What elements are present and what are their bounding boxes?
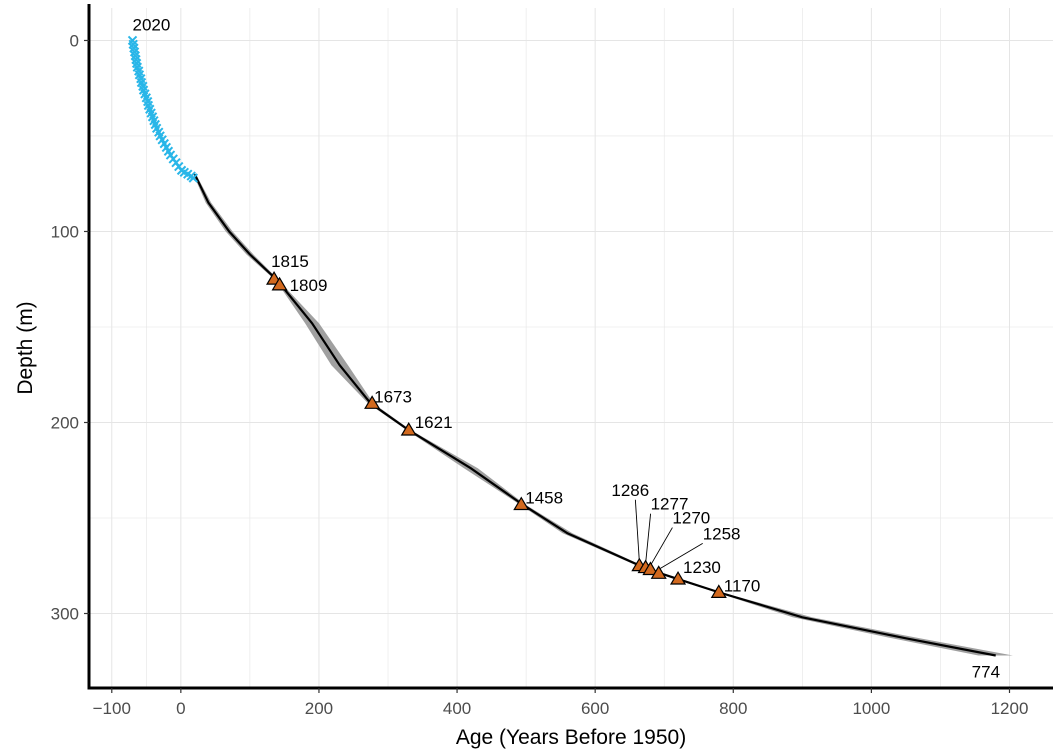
tie-point-label: 1815: [271, 252, 309, 271]
axes: [84, 4, 1053, 693]
x-axis-title: Age (Years Before 1950): [456, 726, 686, 749]
x-marker-stroke: [136, 77, 147, 88]
x-marker-stroke: [150, 119, 160, 130]
x-marker-stroke: [149, 115, 159, 126]
x-tick-label: 1200: [991, 699, 1029, 718]
x-marker-stroke: [129, 43, 139, 53]
x-marker-stroke: [131, 54, 141, 65]
x-marker-stroke: [128, 39, 138, 49]
tie-point-label: 1621: [415, 413, 453, 432]
y-tick-label: 300: [51, 605, 79, 624]
x-marker-stroke: [130, 51, 140, 61]
tie-point-label: 1258: [703, 524, 741, 543]
x-marker-stroke: [147, 112, 158, 122]
x-tick-label: 1000: [852, 699, 890, 718]
label-leader-line: [645, 513, 652, 564]
tie-point-marker: [669, 570, 687, 585]
x-marker-stroke: [163, 146, 174, 156]
tie-point-label: 1277: [651, 495, 689, 514]
x-marker-stroke: [136, 73, 146, 84]
x-marker-stroke: [154, 127, 164, 137]
x-marker-stroke: [138, 81, 148, 92]
y-axis-title: Depth (m): [14, 301, 37, 394]
x-marker-stroke: [132, 62, 143, 72]
annotation-label: 774: [972, 663, 1000, 682]
x-tick-label: 0: [176, 699, 185, 718]
tie-point-marker: [364, 395, 381, 409]
x-marker-stroke: [157, 135, 167, 145]
label-leader-line: [650, 527, 673, 566]
grid: [89, 8, 1053, 688]
y-tick-label: 0: [70, 31, 79, 50]
tie-point-marker: [271, 276, 288, 291]
x-marker-stroke: [134, 66, 144, 76]
x-marker-stroke: [129, 47, 140, 57]
label-leader-line: [658, 543, 703, 570]
x-marker-stroke: [142, 96, 153, 107]
label-leader-line: [634, 499, 640, 562]
x-marker-stroke: [145, 104, 155, 114]
tie-point-marker: [710, 584, 727, 598]
x-marker-stroke: [143, 100, 154, 111]
x-marker-stroke: [151, 123, 162, 134]
tie-point-label: 1270: [672, 509, 710, 528]
x-marker-stroke: [183, 169, 193, 179]
x-marker-stroke: [134, 70, 145, 80]
age-model-line: [193, 173, 996, 657]
x-marker-stroke: [179, 167, 190, 177]
tie-point-label: 1458: [525, 489, 563, 508]
layer-counted-series: [127, 35, 198, 183]
tie-point-label: 1673: [374, 387, 412, 406]
tie-point-label: 1230: [683, 558, 721, 577]
tie-point-marker: [642, 561, 659, 576]
annotation-label: 2020: [133, 15, 171, 34]
x-marker-stroke: [159, 138, 169, 149]
tie-point-marker: [400, 421, 417, 436]
counted-layer-point: [188, 173, 198, 183]
x-tick-label: 600: [581, 699, 609, 718]
tie-point-markers: [266, 271, 727, 598]
tie-point-label: 1809: [290, 276, 328, 295]
tick-labels: −100 0 200 400 600 800 1000 1200 0 100 200 300: [51, 31, 1029, 718]
x-tick-label: 400: [443, 699, 471, 718]
x-tick-label: 800: [719, 699, 747, 718]
x-marker-stroke: [141, 93, 152, 103]
tie-point-label: 1286: [611, 481, 649, 500]
annotations: 2020 774: [133, 15, 1001, 681]
x-marker-stroke: [161, 142, 172, 153]
age-model-curve: [193, 173, 996, 657]
x-marker-stroke: [127, 35, 138, 46]
x-marker-stroke: [140, 89, 150, 99]
x-tick-label: 200: [305, 699, 333, 718]
x-tick-label: −100: [93, 699, 131, 718]
y-tick-label: 100: [51, 222, 79, 241]
plot-panel: [89, 8, 1053, 688]
x-marker-stroke: [155, 131, 165, 141]
label-leaders: [634, 499, 703, 570]
y-tick-label: 200: [51, 413, 79, 432]
x-marker-stroke: [131, 58, 142, 69]
x-marker-stroke: [138, 85, 149, 95]
tie-point-label: 1170: [724, 576, 761, 595]
x-marker-stroke: [188, 173, 198, 183]
tie-point-marker: [650, 565, 667, 579]
tie-point-marker: [513, 496, 530, 511]
x-marker-stroke: [146, 108, 156, 118]
